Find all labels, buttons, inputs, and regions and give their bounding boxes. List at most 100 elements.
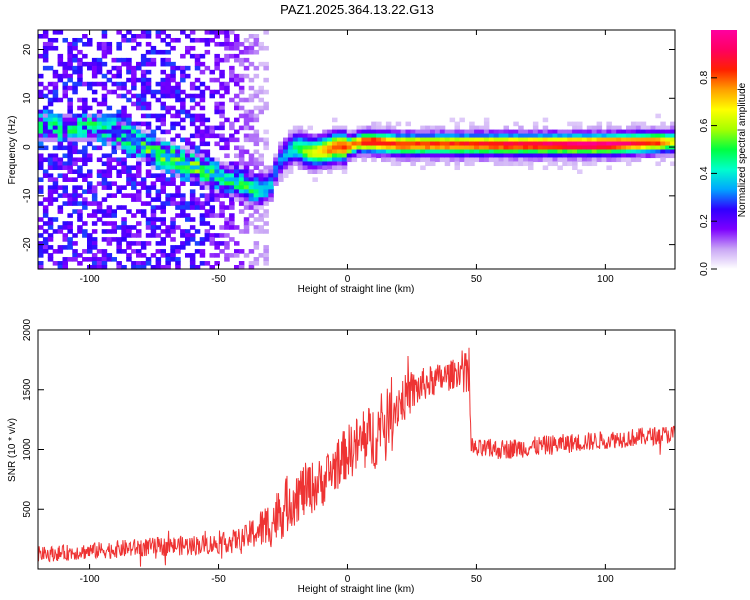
spectrogram-cell	[204, 237, 211, 242]
spectrogram-cell	[82, 97, 88, 103]
spectrogram-cell	[194, 177, 201, 182]
spectrogram-cell	[263, 201, 269, 206]
spectrogram-cell	[194, 145, 201, 151]
spectrogram-cell	[126, 225, 132, 230]
spectrogram-cell	[229, 221, 235, 226]
spectrogram-cell	[136, 149, 142, 155]
spectrogram-cell	[199, 221, 206, 226]
spectrogram-cell	[136, 141, 142, 147]
spectrogram-cell	[234, 41, 240, 47]
spectrogram-cell	[165, 81, 171, 87]
spectrogram-cell	[47, 45, 54, 51]
spectrogram-cell	[199, 169, 206, 174]
spectrogram-cell	[67, 133, 73, 139]
spectrogram-cell	[209, 173, 215, 178]
spectrogram-cell	[194, 169, 201, 174]
spectrogram-cell	[273, 153, 279, 159]
spectrogram-cell	[170, 65, 176, 71]
spectrogram-cell	[224, 217, 230, 222]
spectrogram-cell	[47, 225, 54, 230]
spectrogram-cell	[219, 30, 225, 35]
spectrogram-cell	[640, 149, 647, 155]
spectrogram-cell	[263, 61, 269, 67]
spectrogram-cell	[96, 173, 103, 178]
spectrogram-cell	[180, 233, 186, 238]
spectrogram-cell	[395, 137, 402, 143]
spectrogram-cell	[234, 197, 240, 202]
spectrogram-cell	[454, 145, 460, 151]
spectrogram-cell	[47, 117, 54, 123]
spectrogram-cell	[189, 149, 196, 155]
spectrogram-cell	[155, 217, 162, 222]
spectrogram-cell	[204, 261, 211, 266]
spectrogram-cell	[180, 145, 186, 151]
spectrogram-cell	[82, 229, 88, 234]
spectrogram-x-tick-label: 100	[597, 274, 614, 285]
spectrogram-cell	[278, 153, 284, 159]
spectrogram-cell	[278, 149, 284, 155]
spectrogram-cell	[160, 105, 166, 111]
spectrogram-cell	[336, 125, 343, 131]
spectrogram-cell	[180, 109, 186, 115]
spectrogram-cell	[479, 145, 485, 151]
spectrogram-cell	[621, 153, 627, 159]
spectrogram-cell	[101, 141, 108, 147]
spectrogram-cell	[234, 33, 240, 39]
spectrogram-cell	[140, 33, 147, 39]
spectrogram-cell	[626, 153, 632, 159]
spectrogram-cell	[87, 113, 93, 119]
spectrogram-cell	[234, 117, 240, 123]
spectrogram-cell	[199, 89, 206, 95]
spectrogram-cell	[175, 245, 181, 250]
spectrogram-cell	[317, 161, 323, 167]
spectrogram-cell	[209, 89, 215, 95]
spectrogram-cell	[170, 73, 176, 79]
spectrogram-cell	[234, 241, 240, 246]
spectrogram-cell	[77, 225, 83, 230]
spectrogram-cell	[577, 121, 583, 127]
spectrogram-cell	[238, 49, 245, 55]
spectrogram-cell	[523, 157, 529, 163]
spectrogram-cell	[67, 157, 73, 163]
spectrogram-cell	[670, 149, 676, 155]
spectrogram-cell	[121, 233, 127, 238]
spectrogram-cell	[586, 157, 593, 163]
spectrogram-cell	[606, 149, 612, 155]
spectrogram-cell	[47, 217, 54, 222]
spectrogram-cell	[160, 161, 166, 167]
spectrogram-cell	[150, 185, 157, 190]
spectrogram-cell	[630, 133, 637, 139]
spectrogram-cell	[670, 125, 676, 131]
spectrogram-cell	[214, 41, 220, 47]
spectrogram-cell	[194, 37, 201, 43]
spectrogram-cell	[263, 65, 269, 71]
spectrogram-cell	[381, 129, 387, 135]
spectrogram-cell	[155, 81, 162, 87]
spectrogram-cell	[234, 173, 240, 178]
spectrogram-cell	[645, 145, 652, 151]
spectrogram-cell	[410, 129, 416, 135]
spectrogram-cell	[111, 113, 117, 119]
spectrogram-cell	[327, 153, 333, 159]
spectrogram-cell	[47, 121, 54, 127]
spectrogram-cell	[204, 125, 211, 131]
spectrogram-cell	[572, 157, 578, 163]
spectrogram-cell	[263, 197, 269, 202]
spectrogram-cell	[121, 61, 127, 67]
spectrogram-cell	[91, 137, 98, 143]
spectrogram-cell	[336, 129, 343, 135]
spectrogram-cell	[537, 157, 544, 163]
spectrogram-cell	[523, 161, 529, 167]
spectrogram-cell	[376, 125, 382, 131]
spectrogram-cell	[155, 137, 162, 143]
spectrogram-cell	[165, 145, 171, 151]
spectrogram-cell	[42, 133, 49, 139]
spectrogram-cell	[498, 145, 505, 151]
spectrogram-cell	[126, 153, 132, 159]
spectrogram-cell	[131, 185, 137, 190]
spectrogram-cell	[170, 217, 176, 222]
spectrogram-cell	[38, 165, 44, 171]
spectrogram-cell	[199, 161, 206, 167]
